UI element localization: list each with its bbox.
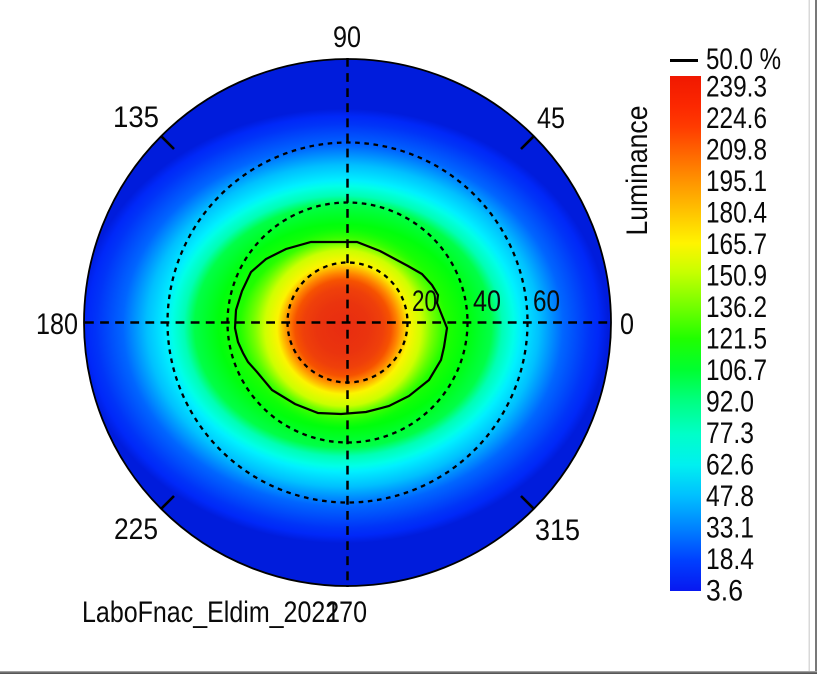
svg-text:239.3: 239.3 <box>706 71 767 104</box>
svg-text:121.5: 121.5 <box>706 323 767 356</box>
svg-text:77.3: 77.3 <box>706 417 754 450</box>
svg-text:165.7: 165.7 <box>706 228 767 261</box>
svg-text:224.6: 224.6 <box>706 102 767 135</box>
svg-text:106.7: 106.7 <box>706 354 767 387</box>
svg-text:60: 60 <box>533 285 560 318</box>
svg-text:136.2: 136.2 <box>706 291 767 324</box>
svg-text:62.6: 62.6 <box>706 449 754 482</box>
svg-text:90: 90 <box>333 21 361 54</box>
svg-text:33.1: 33.1 <box>706 512 754 545</box>
svg-text:0: 0 <box>620 308 634 341</box>
svg-text:20: 20 <box>412 285 437 318</box>
svg-text:315: 315 <box>535 514 580 547</box>
svg-text:180: 180 <box>36 308 78 341</box>
svg-text:92.0: 92.0 <box>706 386 754 419</box>
svg-text:1: 1 <box>326 596 340 629</box>
svg-text:3.6: 3.6 <box>706 575 743 608</box>
svg-text:209.8: 209.8 <box>706 134 767 167</box>
svg-text:150.9: 150.9 <box>706 260 767 293</box>
svg-text:180.4: 180.4 <box>706 197 767 230</box>
svg-text:Luminance: Luminance <box>621 106 654 236</box>
svg-text:225: 225 <box>114 513 158 546</box>
svg-text:47.8: 47.8 <box>706 480 754 513</box>
svg-text:45: 45 <box>537 102 565 135</box>
svg-text:40: 40 <box>473 285 501 318</box>
svg-text:135: 135 <box>113 101 159 134</box>
svg-text:50.0 %: 50.0 % <box>706 43 781 76</box>
svg-text:LaboFnac_Eldim_202270: LaboFnac_Eldim_202270 <box>82 596 367 629</box>
svg-text:18.4: 18.4 <box>706 543 754 576</box>
svg-text:195.1: 195.1 <box>706 165 767 198</box>
